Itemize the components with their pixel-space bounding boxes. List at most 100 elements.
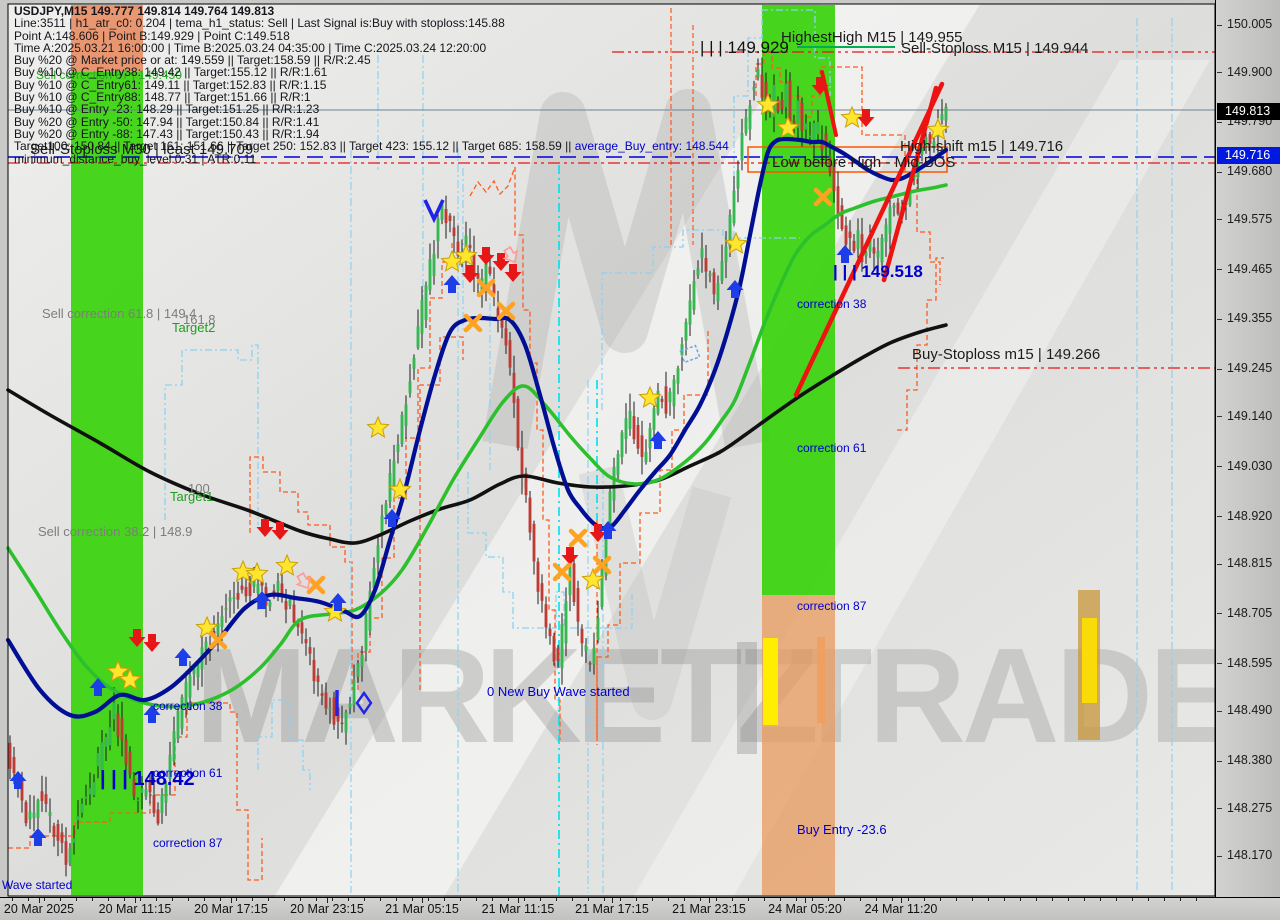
sell-arrow-icon (256, 519, 274, 537)
buy-arrow-icon (329, 593, 347, 611)
stop-step-line-blue (164, 344, 259, 525)
exit-x-icon (552, 562, 572, 582)
red-trend-line[interactable] (793, 81, 945, 398)
price-tick-148.490: 148.490 (1227, 703, 1273, 718)
diamond-icon (355, 690, 373, 716)
stop-step-line-orange (8, 702, 263, 881)
buy-arrow-icon (443, 275, 461, 293)
sell-arrow-icon (561, 547, 579, 565)
targets-line: Target100: 150.84 || Target 161: 151.66 … (14, 140, 729, 152)
price-tick-148.815: 148.815 (1227, 556, 1273, 571)
stop-step-line-orange (249, 456, 353, 690)
stop-step-line-blue (601, 229, 800, 410)
points-line: Point A:148.606 | Point B:149.929 | Poin… (14, 28, 290, 43)
time-tick: 20 Mar 11:15 (98, 902, 172, 916)
ma-slow-black (6, 323, 948, 545)
buy-arrow-icon (9, 771, 27, 789)
buy-entry-23-line: Buy %10 @ Entry -23: 148.29 || Target:15… (14, 102, 320, 117)
targets-text: Target100: 150.84 || Target 161: 151.66 … (14, 139, 575, 154)
watermark-text-right: TRADE (790, 620, 1235, 771)
stop-step-line-orange (469, 166, 561, 740)
exit-x-icon (568, 528, 588, 548)
time-tick: 21 Mar 11:15 (481, 902, 555, 916)
exit-x-icon (476, 278, 496, 298)
price-tick-149.900: 149.900 (1227, 64, 1273, 79)
price-tick-148.595: 148.595 (1227, 655, 1273, 670)
buy-entry61-line: Buy %10 @ C_Entry61: 149.11 || Target:15… (14, 77, 327, 92)
price-tick-148.380: 148.380 (1227, 753, 1273, 768)
price-tick-149.140: 149.140 (1227, 408, 1273, 423)
exit-x-icon (813, 187, 833, 207)
buy-arrow-icon (174, 648, 192, 666)
price-tick-149.680: 149.680 (1227, 164, 1273, 179)
time-axis[interactable]: 20 Mar 2025 20 Mar 11:15 20 Mar 17:15 20 Ma… (0, 897, 1280, 920)
ma-medium-green (6, 183, 948, 709)
watermark-text-left: MARKETZ (195, 620, 815, 771)
price-tick-149.030: 149.030 (1227, 458, 1273, 473)
time-tick: 21 Mar 05:15 (385, 902, 459, 916)
time-tick: 20 Mar 2025 (3, 902, 75, 916)
sell-arrow-icon (492, 253, 510, 271)
star-signal-icon (245, 561, 269, 584)
sell-arrow-icon (504, 264, 522, 282)
buy-arrow-icon (253, 591, 271, 609)
buy-entry-50-line: Buy %20 @ Entry -50: 147.94 || Target:15… (14, 114, 320, 129)
ma-fast-navy (5, 136, 949, 719)
exit-x-icon (463, 313, 483, 333)
price-badge-149.813: 149.813 (1217, 102, 1280, 120)
time-tick: 24 Mar 11:20 (864, 902, 938, 916)
star-signal-icon (724, 231, 748, 254)
times-line: Time A:2025.03.21 16:00:00 | Time B:2025… (14, 40, 487, 55)
signal-status-line: Line:3511 | h1_atr_c0: 0.204 | tema_h1_s… (14, 16, 505, 31)
sell-arrow-icon (271, 522, 289, 540)
price-tick-149.245: 149.245 (1227, 361, 1273, 376)
price-tick-148.705: 148.705 (1227, 605, 1273, 620)
star-signal-icon (231, 559, 255, 582)
star-signal-icon (454, 243, 478, 266)
buy-arrow-icon (836, 245, 854, 263)
exit-x-icon (496, 301, 516, 321)
buy-arrow-icon (89, 678, 107, 696)
buy-entry88-line: Buy %10 @ C_Entry88: 148.77 || Target:15… (14, 90, 311, 105)
star-signal-icon (388, 477, 412, 500)
time-tick: 21 Mar 17:15 (575, 902, 649, 916)
yellow-volume-bar (763, 638, 778, 725)
star-signal-icon (275, 553, 299, 576)
stop-step-line-blue (257, 699, 311, 790)
price-tick-148.920: 148.920 (1227, 508, 1273, 523)
sell-arrow-icon (811, 77, 829, 95)
sell-arrow-icon (857, 109, 875, 127)
exit-x-icon (592, 555, 612, 575)
average-buy-entry-text: average_Buy_entry: 148.544 (574, 139, 729, 154)
buy-arrow-icon (383, 509, 401, 527)
buy-arrow-icon (143, 705, 161, 723)
price-tick-148.170: 148.170 (1227, 848, 1273, 863)
price-tick-149.575: 149.575 (1227, 211, 1273, 226)
star-signal-icon (776, 115, 800, 138)
weak-sell-arrow-icon (295, 572, 312, 590)
stop-step-line-orange (357, 240, 453, 690)
time-tick: 20 Mar 23:15 (290, 902, 364, 916)
star-signal-icon (581, 567, 605, 590)
symbol-quote-line: USDJPY,M15 149.777 149.814 149.764 149.8… (14, 4, 275, 18)
star-signal-icon (440, 249, 464, 272)
star-signal-icon (926, 117, 950, 140)
price-badge-149.716: 149.716 (1217, 146, 1280, 164)
buy-arrow-icon (29, 828, 47, 846)
sell-arrow-icon (128, 629, 146, 647)
red-trend-line[interactable] (820, 70, 838, 137)
buy-entry-88-line: Buy %20 @ Entry -88: 147.43 || Target:15… (14, 126, 320, 141)
price-axis[interactable]: 150.005 149.900 149.790 149.680 149.575 149.4… (1215, 0, 1280, 897)
sell-arrow-icon (589, 524, 607, 542)
red-trend-line[interactable] (881, 85, 939, 283)
star-signal-icon (366, 415, 390, 438)
buy-arrow-icon (599, 521, 617, 539)
star-signal-icon (756, 92, 780, 115)
star-signal-icon (638, 385, 662, 408)
weak-sell-arrow-icon (502, 246, 519, 264)
price-tick-148.275: 148.275 (1227, 800, 1273, 815)
price-tick-150.005: 150.005 (1227, 17, 1273, 31)
sell-arrow-icon (477, 247, 495, 265)
